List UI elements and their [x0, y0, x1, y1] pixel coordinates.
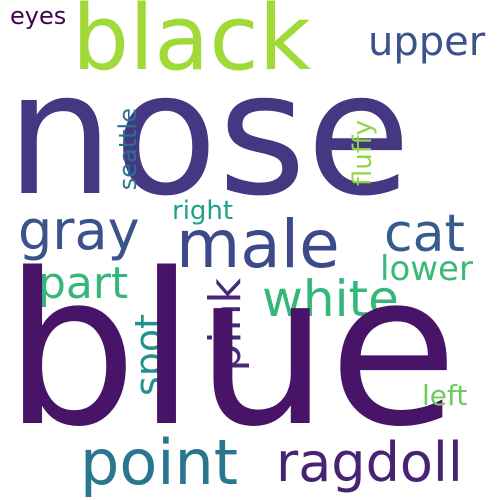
word-cat: cat: [384, 204, 465, 264]
word-black: black: [72, 0, 311, 91]
word-seattle: seattle: [114, 108, 142, 191]
word-fluffy: fluffy: [348, 120, 378, 187]
word-left: left: [422, 379, 468, 412]
word-point: point: [80, 426, 239, 499]
word-blue: blue: [4, 228, 458, 473]
word-part: part: [38, 258, 129, 309]
word-gray: gray: [18, 199, 140, 262]
word-male: male: [176, 206, 340, 283]
word-ragdoll: ragdoll: [276, 431, 463, 494]
word-right: right: [172, 196, 234, 226]
word-lower: lower: [380, 249, 473, 289]
word-white: white: [262, 270, 399, 328]
word-nose: nose: [6, 36, 411, 234]
word-upper: upper: [368, 19, 486, 65]
word-eyes: eyes: [10, 2, 67, 30]
